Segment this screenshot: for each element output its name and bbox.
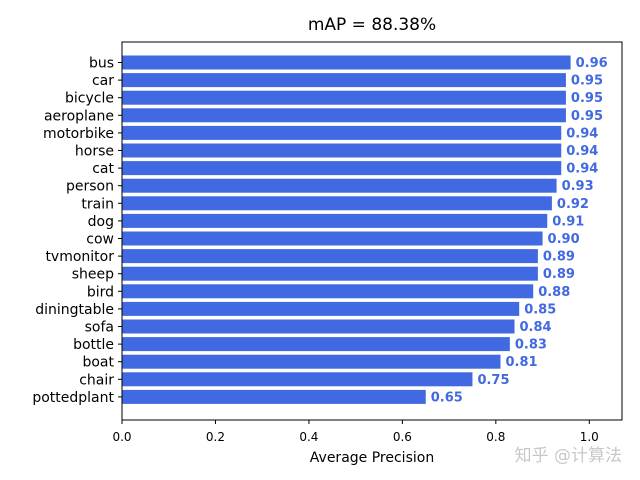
value-label-dog: 0.91 [552, 214, 584, 229]
bar-motorbike [122, 125, 562, 140]
value-label-aeroplane: 0.95 [571, 109, 603, 124]
bars-layer [122, 55, 571, 404]
value-labels-layer: 0.96 0.95 0.95 0.95 0.94 0.94 0.94 0.93 0.92 0.91… [431, 56, 608, 405]
bar-bird [122, 284, 534, 299]
bar-bicycle [122, 90, 566, 105]
bar-car [122, 73, 566, 88]
x-tick-label-1.0: 1.0 [580, 430, 599, 444]
bar-sheep [122, 266, 538, 281]
y-tick-label-bicycle: bicycle [65, 91, 114, 107]
x-tick-label-0.8: 0.8 [486, 430, 505, 444]
bar-dog [122, 213, 548, 228]
x-tick-labels: 0.0 0.2 0.4 0.6 0.8 1.0 [112, 420, 599, 444]
bar-diningtable [122, 301, 520, 316]
value-label-car: 0.95 [571, 74, 603, 89]
x-tick-label-0.0: 0.0 [112, 430, 131, 444]
y-tick-label-bottle: bottle [73, 337, 114, 353]
y-tick-label-tvmonitor: tvmonitor [45, 249, 114, 265]
bar-pottedplant [122, 389, 426, 404]
value-label-bus: 0.96 [576, 56, 608, 71]
y-tick-label-bird: bird [87, 284, 114, 300]
bar-cat [122, 161, 562, 176]
y-tick-label-horse: horse [75, 144, 114, 160]
value-label-person: 0.93 [562, 179, 594, 194]
y-tick-label-bus: bus [89, 56, 114, 72]
plot-frame [121, 41, 623, 421]
y-tick-label-car: car [92, 73, 114, 89]
bar-chair [122, 372, 473, 387]
x-tick-label-0.4: 0.4 [299, 430, 318, 444]
value-label-sofa: 0.84 [520, 320, 552, 335]
bar-person [122, 178, 557, 193]
y-tick-label-cat: cat [92, 161, 114, 177]
x-axis-label: Average Precision [310, 450, 434, 466]
value-label-motorbike: 0.94 [566, 126, 598, 141]
value-label-bird: 0.88 [538, 285, 570, 300]
x-tick-label-0.2: 0.2 [206, 430, 225, 444]
value-label-boat: 0.81 [506, 355, 538, 370]
y-tick-label-diningtable: diningtable [35, 302, 114, 318]
value-label-diningtable: 0.85 [524, 302, 556, 317]
bar-aeroplane [122, 108, 566, 123]
value-label-pottedplant: 0.65 [431, 390, 463, 405]
value-label-bicycle: 0.95 [571, 91, 603, 106]
value-label-sheep: 0.89 [543, 267, 575, 282]
y-tick-label-cow: cow [86, 232, 114, 248]
value-label-cow: 0.90 [548, 232, 580, 247]
bar-cow [122, 231, 543, 246]
bar-train [122, 196, 552, 211]
value-label-horse: 0.94 [566, 144, 598, 159]
y-tick-label-dog: dog [88, 214, 114, 230]
y-tick-label-person: person [66, 179, 114, 195]
y-tick-label-chair: chair [79, 372, 114, 388]
y-tick-label-train: train [81, 196, 114, 212]
value-label-chair: 0.75 [477, 373, 509, 388]
y-tick-label-motorbike: motorbike [43, 126, 114, 142]
x-tick-label-0.6: 0.6 [393, 430, 412, 444]
bar-horse [122, 143, 562, 158]
bar-sofa [122, 319, 515, 334]
y-tick-label-sofa: sofa [85, 320, 114, 336]
bar-boat [122, 354, 501, 369]
value-label-train: 0.92 [557, 197, 589, 212]
value-label-tvmonitor: 0.89 [543, 250, 575, 265]
watermark-text: 知乎 @计算法 [514, 446, 622, 466]
value-label-cat: 0.94 [566, 162, 598, 177]
bar-bottle [122, 337, 510, 352]
y-tick-label-sheep: sheep [72, 267, 114, 283]
bar-bus [122, 55, 571, 70]
bar-tvmonitor [122, 249, 538, 264]
chart-title: mAP = 88.38% [308, 15, 436, 35]
y-tick-label-pottedplant: pottedplant [32, 390, 114, 406]
y-tick-label-aeroplane: aeroplane [44, 108, 114, 124]
value-label-bottle: 0.83 [515, 338, 547, 353]
y-tick-label-boat: boat [82, 355, 114, 371]
